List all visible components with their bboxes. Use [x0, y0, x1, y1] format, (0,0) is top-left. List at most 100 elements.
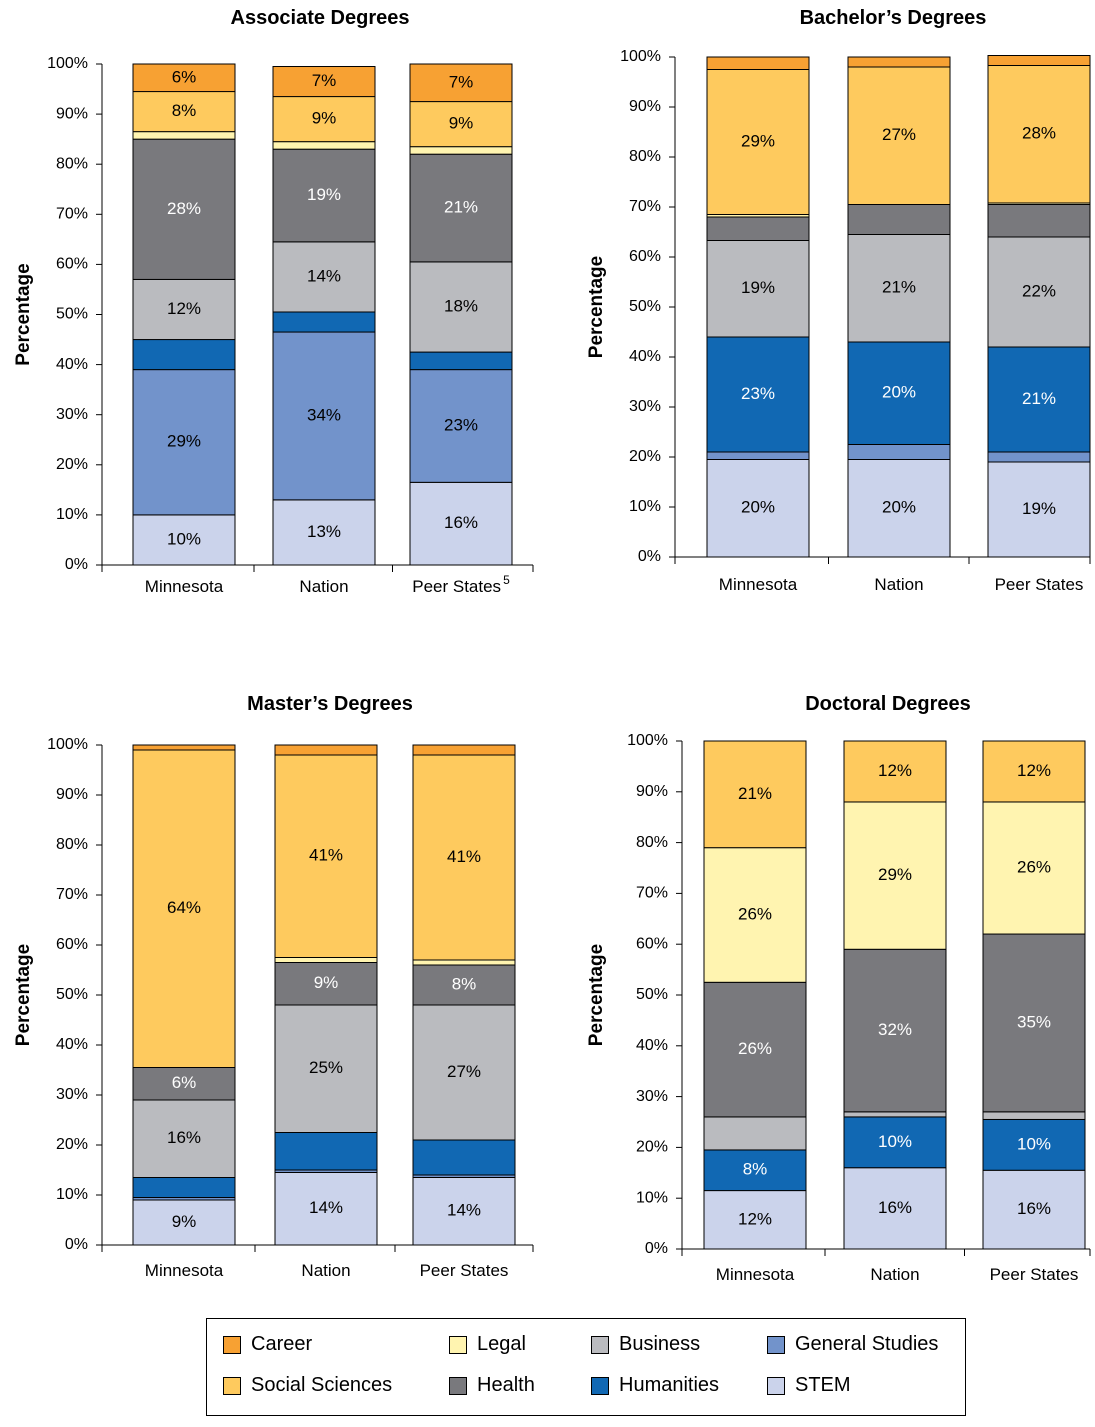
bar-segment-business [412, 1004, 516, 1141]
data-label-stem: 12% [738, 1209, 772, 1228]
legend-label-general-studies: General Studies [795, 1333, 939, 1355]
chart-panel-associate-degrees: Associate Degrees Percentage 0% 10% 20% 30% 40… [13, 7, 534, 596]
y-tick-label: 0% [638, 548, 661, 565]
data-label-social-sciences: 12% [878, 761, 912, 780]
bar-segment-stem [982, 1169, 1086, 1250]
data-label-stem: 20% [741, 498, 775, 517]
bar-segment-business [132, 1099, 236, 1178]
bar-segment-stem [409, 481, 513, 566]
data-label-social-sciences: 64% [167, 898, 201, 917]
data-label-humanities: 20% [882, 383, 916, 402]
y-tick-label: 0% [65, 1236, 88, 1253]
bar-segment-health [132, 138, 236, 280]
y-tick-label: 60% [629, 248, 661, 265]
bar-segment-health [272, 148, 376, 243]
data-label-career: 7% [312, 71, 337, 90]
y-tick-label: 70% [636, 885, 668, 902]
y-tick-label: 0% [65, 556, 88, 573]
bar-segment-social-sciences [987, 65, 1091, 204]
legend-item-health: Health [449, 1374, 535, 1397]
bar-segment-humanities [412, 1139, 516, 1176]
x-category-label: Nation [301, 1261, 350, 1280]
bar-segment-legal [409, 146, 513, 155]
bar-segment-social-sciences [706, 69, 810, 215]
y-tick-label: 10% [56, 1186, 88, 1203]
data-label-humanities: 10% [1017, 1134, 1051, 1153]
data-label-business: 14% [307, 266, 341, 285]
data-label-general-studies: 23% [444, 415, 478, 434]
legend-swatch-general-studies [767, 1335, 785, 1354]
y-tick-label: 90% [636, 783, 668, 800]
y-tick-label: 70% [56, 206, 88, 223]
data-label-social-sciences: 9% [449, 114, 474, 133]
bar-segment-stem [274, 1172, 378, 1246]
bar-segment-business [706, 240, 810, 338]
data-label-business: 25% [309, 1058, 343, 1077]
bar-segment-business [409, 261, 513, 353]
bar-segment-business [703, 1116, 807, 1151]
y-tick-label: 70% [629, 198, 661, 215]
y-tick-label: 20% [56, 1136, 88, 1153]
chart-panel-bachelor-s-degrees: Bachelor’s Degrees Percentage 0% 10% 20% 30% 4… [586, 7, 1091, 594]
bar-segment-health [412, 964, 516, 1006]
bar-segment-health [274, 962, 378, 1006]
data-label-legal: 29% [878, 865, 912, 884]
bar-segment-social-sciences [703, 740, 807, 849]
legend-label-stem: STEM [795, 1374, 851, 1396]
y-tick-label: 50% [636, 986, 668, 1003]
bar-segment-social-sciences [412, 754, 516, 961]
bar-segment-social-sciences [132, 749, 236, 1068]
data-label-social-sciences: 41% [309, 846, 343, 865]
data-label-general-studies: 34% [307, 405, 341, 424]
y-tick-label: 30% [636, 1088, 668, 1105]
bar-segment-humanities [847, 341, 951, 445]
bar-segment-humanities [132, 339, 236, 371]
bar-segment-humanities [132, 1177, 236, 1198]
data-label-health: 6% [172, 1073, 197, 1092]
y-tick-label: 30% [629, 398, 661, 415]
y-tick-label: 20% [636, 1139, 668, 1156]
data-label-health: 35% [1017, 1012, 1051, 1031]
y-tick-label: 30% [56, 406, 88, 423]
y-tick-label: 50% [629, 298, 661, 315]
bar-segment-humanities [706, 336, 810, 453]
data-label-stem: 14% [447, 1201, 481, 1220]
data-label-social-sciences: 27% [882, 125, 916, 144]
chart-title: Associate Degrees [231, 7, 410, 29]
bar-segment-social-sciences [982, 740, 1086, 803]
bar-segment-stem [706, 459, 810, 558]
legend-item-business: Business [591, 1333, 700, 1356]
data-label-business: 12% [167, 299, 201, 318]
bar-segment-humanities [703, 1149, 807, 1192]
bar-segment-career [409, 63, 513, 103]
bar-segment-health [843, 948, 947, 1113]
data-label-social-sciences: 28% [1022, 124, 1056, 143]
y-tick-label: 70% [56, 886, 88, 903]
y-tick-label: 10% [629, 498, 661, 515]
y-tick-label: 20% [56, 456, 88, 473]
x-category-label: Nation [870, 1265, 919, 1284]
x-category-label: Peer States [990, 1265, 1079, 1284]
bar-segment-humanities [843, 1116, 947, 1169]
bar-segment-career [412, 744, 516, 756]
bar-segment-general-studies [987, 451, 1091, 463]
x-category-label: Peer States 5 [412, 573, 510, 596]
legend-label-health: Health [477, 1374, 535, 1396]
data-label-social-sciences: 29% [741, 131, 775, 150]
data-label-social-sciences: 41% [447, 847, 481, 866]
data-label-health: 26% [738, 1039, 772, 1058]
y-tick-label: 80% [629, 148, 661, 165]
legend: Career Legal Business General Studies So… [206, 1318, 966, 1416]
data-label-legal: 26% [1017, 857, 1051, 876]
data-label-social-sciences: 21% [738, 784, 772, 803]
data-label-social-sciences: 12% [1017, 761, 1051, 780]
bar-segment-humanities [272, 311, 376, 333]
y-tick-label: 60% [636, 935, 668, 952]
y-tick-label: 10% [636, 1189, 668, 1206]
data-label-health: 8% [452, 974, 477, 993]
bar-segment-legal [274, 957, 378, 963]
legend-label-humanities: Humanities [619, 1374, 720, 1396]
y-tick-label: 100% [627, 732, 668, 749]
charts-canvas: Associate Degrees Percentage 0% 10% 20% 30% 40… [13, 7, 1091, 1284]
data-label-general-studies: 29% [167, 432, 201, 451]
